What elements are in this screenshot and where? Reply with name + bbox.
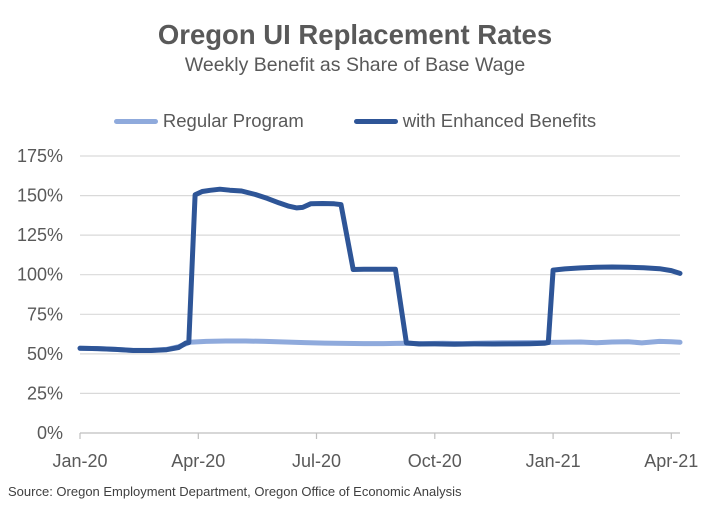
y-tick-label: 100% (17, 265, 63, 285)
legend-label-regular-program: Regular Program (162, 110, 304, 131)
y-tick-label: 125% (17, 225, 63, 245)
y-tick-label: 150% (17, 186, 63, 206)
x-tick-label: Oct-20 (408, 451, 462, 471)
chart-title: Oregon UI Replacement Rates (157, 19, 553, 50)
x-tick-label: Apr-20 (171, 451, 225, 471)
legend-label-enhanced-benefits: with Enhanced Benefits (402, 110, 597, 131)
y-tick-label: 75% (27, 304, 63, 324)
x-tick-label: Apr-21 (644, 451, 698, 471)
legend-item-enhanced-benefits: with Enhanced Benefits (353, 110, 597, 132)
legend-swatch-enhanced-benefits (353, 118, 398, 124)
y-tick-label: 175% (17, 146, 63, 166)
x-tick-label: Jan-20 (52, 451, 107, 471)
x-tick-label: Jul-20 (292, 451, 341, 471)
legend-swatch-regular-program (113, 118, 158, 124)
y-tick-label: 50% (27, 344, 63, 364)
legend-item-regular-program: Regular Program (113, 110, 304, 132)
source-note: Source: Oregon Employment Department, Or… (8, 484, 462, 499)
x-tick-label: Jan-21 (526, 451, 581, 471)
y-tick-label: 0% (37, 423, 63, 443)
series-line-with-enhanced-benefits (77, 186, 683, 353)
legend: Regular Program with Enhanced Benefits (0, 110, 710, 132)
chart-subtitle: Weekly Benefit as Share of Base Wage (184, 54, 526, 76)
y-tick-label: 25% (27, 383, 63, 403)
